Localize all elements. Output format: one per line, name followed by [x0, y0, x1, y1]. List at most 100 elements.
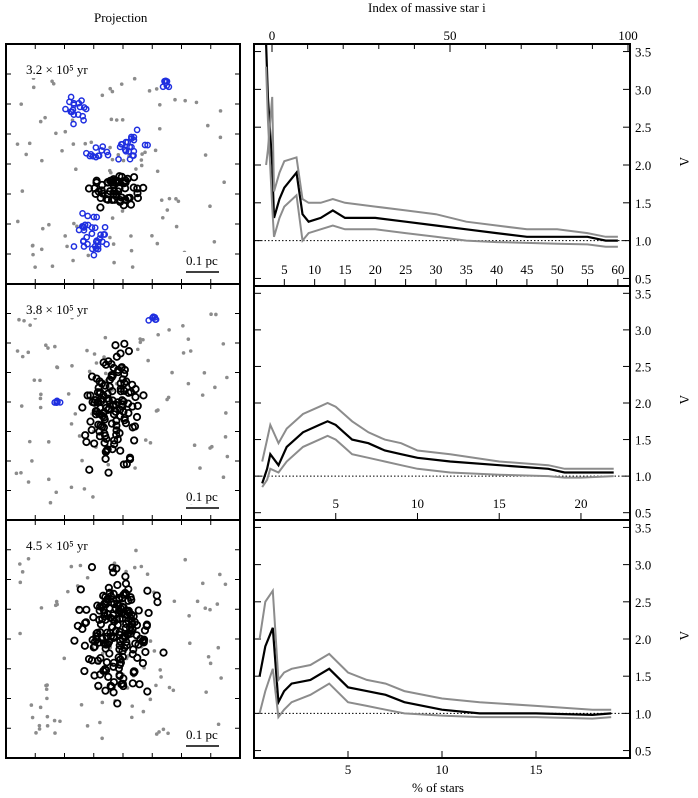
field-star — [45, 696, 49, 701]
field-star — [44, 687, 49, 692]
cluster-star — [116, 446, 125, 455]
field-star — [198, 466, 202, 470]
field-star — [159, 198, 164, 202]
cluster-star — [133, 189, 142, 198]
cluster-star — [110, 599, 119, 609]
x-tick-label: 30 — [429, 262, 442, 277]
subcluster-star — [121, 146, 129, 154]
scale-label: 0.1 pc — [186, 489, 218, 504]
subcluster-star — [118, 140, 126, 148]
field-star — [129, 248, 134, 253]
field-star — [15, 349, 20, 353]
field-star — [158, 103, 162, 107]
field-star — [148, 441, 153, 445]
cluster-star — [92, 176, 101, 185]
cluster-star — [101, 454, 110, 463]
field-star — [138, 340, 143, 345]
cluster-star — [70, 636, 79, 645]
time-label-bg — [20, 534, 116, 554]
field-star — [208, 607, 212, 612]
field-star — [188, 349, 193, 353]
cluster-star — [129, 183, 138, 192]
field-star — [44, 683, 48, 688]
field-star — [44, 343, 48, 348]
field-star — [19, 404, 24, 408]
field-star — [40, 158, 44, 163]
field-star — [135, 347, 140, 352]
cluster-star — [102, 658, 111, 667]
field-star — [223, 582, 228, 587]
cluster-star — [139, 183, 148, 192]
cluster-star — [141, 647, 150, 657]
time-label-bg — [20, 58, 116, 78]
field-star — [111, 242, 116, 246]
cluster-star — [106, 592, 116, 601]
field-star — [153, 148, 158, 153]
x-tick-label: 60 — [611, 262, 624, 277]
projection-panel: 3.2 × 10⁵ yr 0.1 pc — [5, 43, 241, 285]
cluster-star — [101, 640, 111, 649]
field-star — [143, 150, 147, 155]
field-star — [33, 265, 37, 269]
field-star — [160, 215, 165, 220]
field-star — [165, 208, 170, 212]
field-star — [52, 718, 57, 723]
cluster-star — [112, 430, 121, 439]
cluster-star — [133, 653, 142, 662]
cluster-star — [103, 190, 112, 199]
field-star — [119, 82, 124, 86]
cluster-star — [142, 621, 151, 631]
cluster-star — [130, 667, 139, 676]
field-star — [15, 142, 20, 146]
cluster-star — [95, 377, 104, 386]
cluster-star — [114, 653, 123, 662]
field-star — [82, 487, 87, 491]
cluster-star — [128, 423, 137, 432]
field-star — [176, 199, 181, 204]
cluster-star — [124, 617, 133, 626]
subcluster-star — [54, 398, 61, 406]
field-star — [133, 466, 137, 470]
field-star — [46, 440, 51, 444]
field-star — [146, 358, 150, 363]
field-star — [45, 724, 50, 728]
field-star — [43, 115, 47, 120]
field-star — [223, 435, 228, 439]
field-star — [19, 470, 23, 475]
y-tick-label: 1.5 — [635, 669, 651, 684]
field-star — [139, 564, 144, 569]
cluster-star — [124, 388, 133, 397]
field-star — [34, 731, 38, 735]
field-star — [91, 495, 95, 499]
field-star — [39, 606, 44, 610]
subcluster-star — [92, 153, 100, 161]
cluster-star — [92, 407, 101, 416]
subcluster-star — [56, 399, 64, 406]
field-star — [181, 323, 185, 328]
field-star — [69, 564, 74, 569]
field-star — [50, 79, 54, 84]
cluster-star — [111, 604, 120, 613]
subcluster-star — [101, 231, 109, 238]
projection-panel: 4.5 × 10⁵ yr 0.1 pc — [5, 519, 241, 759]
y-tick-label: 1.0 — [635, 706, 651, 721]
field-star — [203, 606, 208, 610]
field-star — [110, 89, 115, 94]
field-star — [172, 599, 177, 604]
field-star — [85, 575, 90, 580]
field-star — [107, 168, 112, 173]
field-star — [92, 352, 97, 356]
y-tick-label: 1.0 — [635, 469, 651, 484]
cluster-star — [91, 396, 100, 405]
cluster-star — [104, 405, 113, 415]
field-star — [54, 599, 59, 604]
field-star — [174, 224, 179, 229]
field-star — [170, 370, 174, 375]
cluster-star — [133, 193, 143, 203]
field-star — [218, 135, 223, 140]
cluster-star — [124, 193, 133, 203]
field-star — [181, 351, 186, 355]
cluster-star — [99, 358, 108, 367]
cluster-star — [78, 403, 87, 412]
field-star — [108, 235, 112, 240]
